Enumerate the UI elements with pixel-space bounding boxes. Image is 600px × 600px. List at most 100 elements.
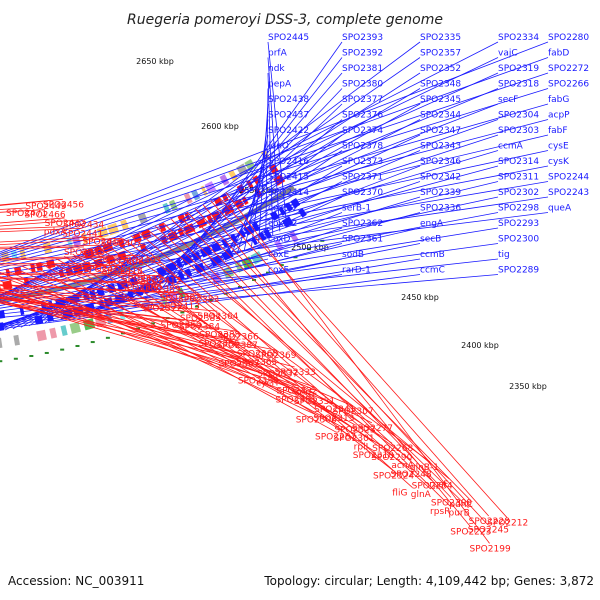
- callout-line-minus: [0, 219, 84, 227]
- gene-label-plus: tig: [498, 250, 510, 260]
- callout-line-minus: [4, 268, 316, 415]
- tick-dot: [75, 344, 80, 347]
- gene-label-minus: SPO2248: [391, 470, 432, 480]
- feature-glyph: [156, 265, 167, 277]
- gene-label-plus: SPO2339: [420, 188, 461, 198]
- callout-line-minus: [0, 236, 103, 243]
- tick-dot: [180, 311, 185, 314]
- callout-line-plus: [184, 258, 269, 280]
- gene-label-plus: queA: [548, 204, 572, 214]
- feature-glyph: [137, 212, 148, 225]
- gene-label-plus: ccmA: [498, 142, 524, 152]
- gene-label-minus: SPO2290: [371, 453, 412, 463]
- gene-label-minus: SPO2413: [159, 302, 200, 312]
- gene-label-minus: SPO2268: [372, 444, 413, 454]
- gene-label-plus: SPO2376: [342, 111, 383, 121]
- gene-label-minus: serS: [295, 388, 315, 398]
- tick-dot: [265, 271, 270, 274]
- tick-dot: [209, 299, 214, 302]
- gene-label-plus: SPO2347: [420, 126, 461, 136]
- gene-label-minus: purB: [448, 509, 469, 519]
- gene-label-plus: coxD: [268, 235, 291, 245]
- feature-glyph: [94, 314, 107, 328]
- feature-glyph: [236, 163, 249, 177]
- callout-line-plus: [0, 212, 421, 326]
- gene-label-plus: idnO: [268, 142, 289, 152]
- gene-label-minus: SPO2199: [470, 544, 511, 554]
- gene-label-plus: SPO2336: [420, 204, 461, 214]
- gene-label-minus: SPO2337: [257, 370, 298, 380]
- callout-line-minus: [218, 196, 508, 518]
- callout-line-minus: [0, 244, 102, 248]
- minus-strand-labels: SPO2471SPO2466SPO2456SPO2449pdxASPO2441S…: [6, 200, 528, 554]
- callout-line-plus: [0, 88, 549, 258]
- gene-label-plus: ccmC: [420, 266, 445, 276]
- callout-line-plus: [0, 227, 421, 326]
- gene-label-plus: SPO2244: [548, 173, 589, 183]
- callout-line-plus: [0, 57, 549, 254]
- feature-glyph: [82, 261, 92, 272]
- callout-line-minus: [0, 274, 161, 276]
- callout-line-plus: [0, 134, 549, 266]
- gene-label-plus: fabD: [548, 49, 569, 59]
- feature-glyph: [13, 334, 20, 346]
- gene-label-plus: SPO2266: [548, 80, 589, 90]
- feature-glyph: [289, 231, 299, 243]
- gene-label-plus: SPO2422: [268, 126, 309, 136]
- feature-glyph: [1, 251, 10, 263]
- gene-label-plus: ccmB: [420, 250, 445, 260]
- tick-dot: [279, 264, 284, 267]
- gene-label-plus: SPO2300: [498, 235, 539, 245]
- gene-label-minus: SPO2301: [333, 434, 374, 444]
- gene-label-plus: SPO2298: [498, 204, 539, 214]
- tick-dot: [29, 355, 34, 358]
- callout-line-minus: [0, 246, 84, 250]
- gene-label-minus: SPO2333: [275, 368, 316, 378]
- tick-dot: [194, 305, 199, 308]
- callout-line-minus: [0, 278, 160, 285]
- feature-glyph: [0, 337, 3, 349]
- callout-line-plus: [0, 212, 549, 282]
- gene-label-plus: secF: [498, 95, 518, 105]
- tick-dot: [293, 256, 298, 259]
- callout-line-minus: [64, 256, 374, 451]
- gene-label-minus: SPO2456: [43, 200, 84, 210]
- callout-line-minus: [0, 254, 141, 260]
- callout-line-plus: [0, 41, 549, 253]
- callout-line-plus: [0, 88, 499, 296]
- feature-glyph: [19, 248, 27, 260]
- gene-label-minus: SPO2365: [236, 358, 277, 368]
- feature-glyph: [200, 185, 208, 196]
- gene-label-plus: coxL-2: [268, 219, 297, 229]
- gene-label-plus: engA: [420, 219, 444, 229]
- gene-label-plus: SPO2314: [498, 157, 539, 167]
- callout-line-plus: [4, 119, 421, 331]
- callout-line-plus: [267, 41, 288, 228]
- gene-label-minus: SPO2359: [161, 321, 202, 331]
- gene-label-plus: coxS-2: [268, 204, 298, 214]
- callout-line-plus: [0, 165, 499, 300]
- gene-label-minus: SPO2383: [178, 295, 219, 305]
- callout-line-plus: [60, 258, 343, 320]
- gene-label-plus: SPO2346: [420, 157, 461, 167]
- gene-label-plus: SPO2243: [548, 188, 589, 198]
- gene-label-minus: pdxA: [44, 228, 68, 238]
- gene-label-plus: SPO2374: [342, 126, 383, 136]
- callout-line-minus: [202, 204, 471, 527]
- callout-line-minus: [0, 290, 162, 304]
- gene-label-minus: SPO2366: [218, 332, 259, 342]
- gene-label-minus: SPO2307: [333, 407, 374, 417]
- gene-label-plus: cysE: [548, 142, 569, 152]
- gene-label-minus: SPO2435: [64, 248, 105, 258]
- tick-dot: [105, 336, 110, 339]
- callout-line-minus: [0, 298, 181, 321]
- kbp-tick-label: 2350 kbp: [509, 382, 547, 391]
- callout-line-minus: [163, 222, 451, 507]
- gene-label-minus: SPO2449: [25, 202, 66, 212]
- gene-label-plus: SPO2335: [420, 33, 461, 43]
- gene-label-plus: SPO2393: [342, 33, 383, 43]
- callout-line-minus: [210, 200, 489, 517]
- gene-label-minus: SPO2403: [120, 256, 161, 266]
- gene-label-minus: acnA: [391, 461, 414, 471]
- gene-label-minus: SPO2434: [63, 221, 104, 231]
